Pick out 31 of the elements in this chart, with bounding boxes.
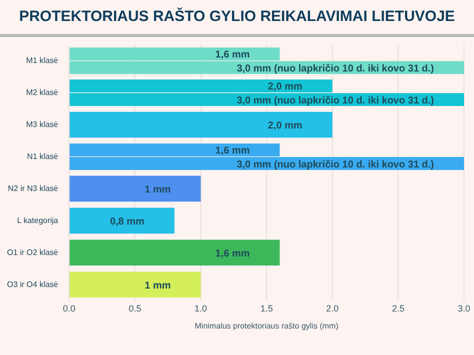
y-tick-label: N2 ir N3 klasė bbox=[8, 184, 59, 193]
data-label: 2,0 mm bbox=[268, 82, 302, 93]
data-label: 1,6 mm bbox=[215, 50, 250, 61]
data-label: 1,6 mm bbox=[215, 248, 250, 260]
x-tick-label: 1.0 bbox=[194, 303, 208, 314]
data-label: 0,8 mm bbox=[110, 216, 145, 228]
y-tick-label: L kategorija bbox=[17, 216, 59, 225]
y-tick-label: N1 klasė bbox=[27, 152, 59, 161]
y-tick-label: O3 ir O4 klasė bbox=[6, 280, 59, 289]
x-tick-label: 1.5 bbox=[260, 303, 273, 314]
data-label: 1 mm bbox=[144, 280, 171, 292]
y-tick-label: M2 klasė bbox=[26, 88, 59, 97]
data-label: 1 mm bbox=[144, 184, 171, 196]
x-axis-title: Minimalus protektoriaus rašto gylis (mm) bbox=[194, 321, 339, 330]
x-tick-label: 0.0 bbox=[62, 303, 76, 314]
x-tick-label: 2.0 bbox=[326, 303, 339, 314]
data-label: 3,0 mm (nuo lapkričio 10 d. iki kovo 31 d.) bbox=[236, 95, 434, 106]
bar bbox=[70, 240, 280, 266]
data-label: 2,0 mm bbox=[268, 120, 302, 132]
chart-title: PROTEKTORIAUS RAŠTO GYLIO REIKALAVIMAI LIETUVOJE bbox=[0, 0, 474, 37]
y-tick-label: M3 klasė bbox=[26, 120, 59, 129]
data-label: 3,0 mm (nuo lapkričio 10 d. iki kovo 31 d.) bbox=[236, 63, 434, 74]
data-label: 3,0 mm (nuo lapkričio 10 d. iki kovo 31 d.) bbox=[236, 159, 434, 170]
bar bbox=[70, 272, 201, 298]
y-tick-label: O1 ir O2 klasė bbox=[6, 248, 59, 257]
data-label: 1,6 mm bbox=[215, 146, 250, 157]
x-tick-label: 0.5 bbox=[128, 303, 142, 314]
bar bbox=[70, 208, 174, 234]
x-tick-label: 3.0 bbox=[458, 303, 470, 314]
x-tick-label: 2.5 bbox=[392, 303, 404, 314]
y-tick-label: M1 klasė bbox=[26, 56, 59, 65]
